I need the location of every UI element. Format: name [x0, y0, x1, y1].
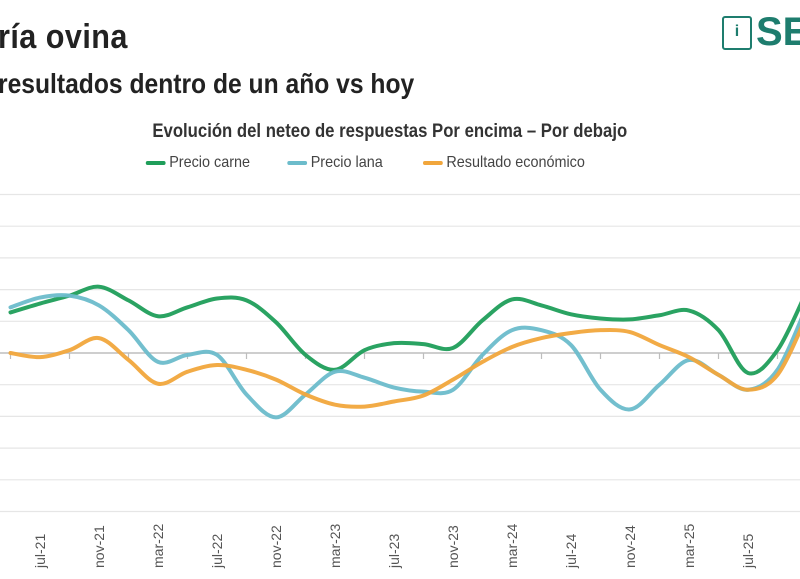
x-tick-label: jul-24	[563, 534, 579, 569]
x-tick-label: nov-24	[622, 525, 638, 568]
chart-legend: Precio carne Precio lana Resultado econó…	[140, 154, 594, 172]
x-tick-label: jul-25	[740, 534, 756, 569]
legend-item-precio-carne: Precio carne	[145, 154, 250, 172]
legend-item-resultado-economico: Resultado económico	[422, 154, 585, 172]
x-tick-label: mar-24	[504, 523, 520, 568]
series-line-precio-lana	[8, 293, 800, 420]
logo: i SE	[722, 10, 800, 55]
info-icon: i	[722, 15, 752, 50]
legend-swatch	[145, 161, 166, 165]
x-tick-label: mar-22	[150, 523, 166, 568]
x-tick-label: nov-21	[91, 525, 107, 568]
series-line-precio-carne	[8, 284, 800, 376]
page-title: ría ovina	[0, 18, 128, 56]
x-tick-label: mar-23	[327, 523, 343, 568]
chart-title: Evolución del neteo de respuestas Por en…	[152, 121, 628, 142]
x-tick-label: mar-25	[681, 523, 697, 568]
legend-swatch	[287, 161, 307, 165]
series-line-resultado-económico	[8, 325, 800, 409]
x-tick-label: nov-22	[268, 525, 284, 568]
x-tick-label: jul-21	[32, 534, 48, 569]
x-tick-label: jul-23	[386, 534, 402, 569]
page-subtitle: resultados dentro de un año vs hoy	[0, 68, 415, 99]
x-tick-label: jul-22	[209, 534, 225, 569]
x-tick-label: nov-23	[445, 525, 461, 568]
logo-text: SE	[756, 10, 800, 54]
legend-swatch	[422, 161, 443, 165]
legend-item-precio-lana: Precio lana	[287, 154, 383, 172]
